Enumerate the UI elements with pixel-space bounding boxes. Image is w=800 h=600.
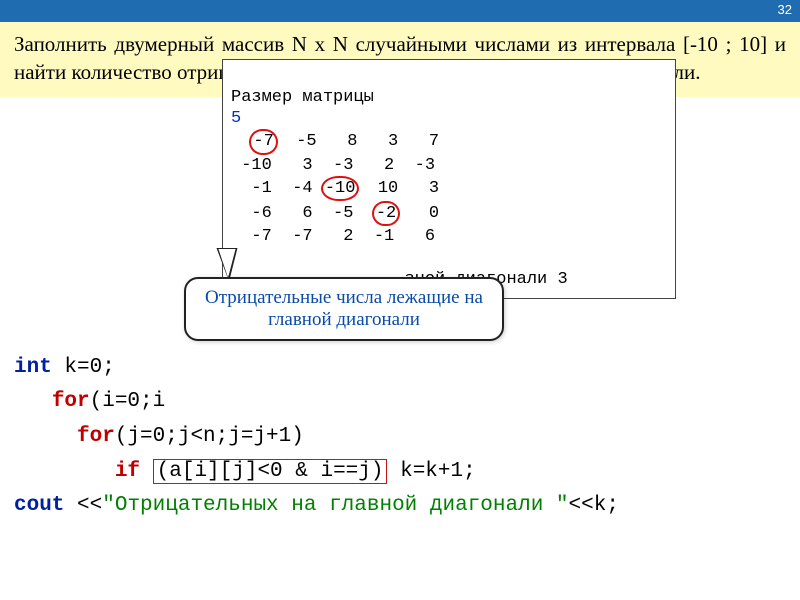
matrix-row: -7 -7 2 -1 6 [231, 226, 667, 247]
output-n: 5 [231, 109, 241, 128]
console-output: Размер матрицы 5 -7 -5 8 3 7 -10 3 -3 2 … [222, 59, 676, 300]
kw-for-outer: for [52, 390, 90, 413]
string-literal: "Отрицательных на главной диагонали " [102, 494, 568, 517]
condition-box: (a[i][j]<0 & i==j) [153, 459, 388, 484]
callout-box: Отрицательные числа лежащие на главной д… [184, 277, 504, 341]
code-block: int k=0; for(i=0;i for(j=0;j<n;j=j+1) if… [14, 351, 619, 524]
matrix-row: -1 -4 -10 10 3 [231, 176, 667, 201]
kw-for-inner: for [77, 425, 115, 448]
diag-highlight: -2 [372, 201, 400, 226]
output-title: Размер матрицы [231, 88, 374, 107]
kw-int: int [14, 356, 52, 379]
diag-highlight: -7 [249, 129, 277, 154]
matrix-row: -6 6 -5 -2 0 [231, 201, 667, 226]
matrix-row: -10 3 -3 2 -3 [231, 155, 667, 176]
matrix-row: -7 -5 8 3 7 [231, 129, 667, 154]
kw-if: if [115, 460, 153, 483]
header-bar: 32 [0, 0, 800, 22]
page-number: 32 [778, 2, 792, 17]
diag-highlight: -10 [321, 176, 360, 201]
kw-cout: cout [14, 494, 64, 517]
